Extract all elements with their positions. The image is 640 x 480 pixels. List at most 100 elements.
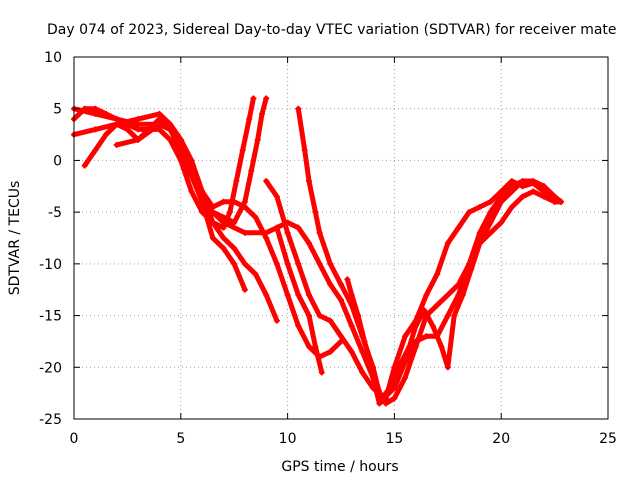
y-tick-label: -15 bbox=[39, 309, 62, 325]
data-point-marker bbox=[429, 322, 436, 329]
data-point-marker bbox=[370, 384, 377, 391]
data-point-marker bbox=[231, 219, 238, 226]
data-point-marker bbox=[487, 229, 494, 236]
data-point-marker bbox=[455, 281, 462, 288]
data-point-marker bbox=[135, 126, 142, 133]
data-point-marker bbox=[378, 395, 385, 402]
data-point-marker bbox=[295, 224, 302, 231]
data-point-marker bbox=[338, 333, 344, 340]
data-point-marker bbox=[188, 188, 195, 195]
data-point-marker bbox=[103, 131, 110, 138]
data-point-marker bbox=[508, 178, 515, 185]
data-point-marker bbox=[434, 271, 441, 278]
data-point-marker bbox=[241, 260, 248, 267]
data-point-marker bbox=[284, 260, 291, 267]
data-point-marker bbox=[395, 364, 402, 371]
data-point-marker bbox=[199, 188, 206, 195]
data-point-marker bbox=[305, 240, 312, 247]
data-point-marker bbox=[124, 126, 131, 133]
data-point-marker bbox=[451, 312, 458, 319]
data-point-marker bbox=[209, 235, 216, 241]
data-point-marker bbox=[508, 203, 515, 210]
data-point-marker bbox=[135, 136, 142, 143]
data-point-marker bbox=[338, 281, 344, 288]
data-point-marker bbox=[348, 291, 355, 298]
y-axis-label: SDTVAR / TECUs bbox=[7, 181, 23, 296]
data-point-marker bbox=[382, 400, 389, 407]
x-axis-label: GPS time / hours bbox=[281, 459, 398, 475]
data-point-marker bbox=[113, 141, 120, 148]
data-point-marker bbox=[273, 260, 280, 267]
data-point-marker bbox=[273, 224, 280, 231]
data-point-marker bbox=[327, 260, 334, 267]
data-point-marker bbox=[113, 121, 120, 128]
data-point-marker bbox=[135, 116, 142, 123]
data-point-marker bbox=[167, 126, 174, 133]
data-point-marker bbox=[92, 126, 99, 133]
data-point-marker bbox=[348, 322, 355, 329]
data-point-marker bbox=[220, 245, 227, 252]
data-point-marker bbox=[338, 297, 344, 304]
data-point-marker bbox=[241, 198, 248, 205]
data-point-marker bbox=[327, 317, 334, 324]
data-point-marker bbox=[344, 276, 351, 283]
data-point-marker bbox=[508, 188, 515, 195]
data-point-marker bbox=[273, 193, 280, 200]
series-track-7 bbox=[263, 178, 564, 401]
data-point-marker bbox=[421, 307, 428, 314]
data-point-marker bbox=[402, 374, 409, 381]
data-point-marker bbox=[391, 395, 398, 402]
data-point-marker bbox=[530, 178, 537, 185]
y-tick-label: -5 bbox=[48, 205, 62, 221]
data-point-marker bbox=[167, 121, 174, 128]
data-point-marker bbox=[387, 384, 394, 391]
data-point-marker bbox=[295, 260, 302, 267]
data-point-marker bbox=[156, 116, 163, 123]
data-point-marker bbox=[231, 245, 238, 252]
data-point-marker bbox=[423, 333, 430, 340]
data-point-marker bbox=[254, 136, 261, 143]
data-point-marker bbox=[226, 209, 233, 216]
x-tick-label: 25 bbox=[599, 431, 617, 447]
data-point-marker bbox=[444, 291, 451, 298]
data-point-marker bbox=[476, 229, 483, 236]
x-tick-label: 15 bbox=[385, 431, 403, 447]
data-point-marker bbox=[540, 193, 547, 200]
data-point-marker bbox=[156, 126, 163, 133]
x-tick-label: 10 bbox=[279, 431, 297, 447]
y-tick-label: -25 bbox=[39, 412, 62, 428]
series-track-3 bbox=[71, 95, 256, 231]
data-point-marker bbox=[284, 229, 291, 236]
data-point-marker bbox=[406, 343, 413, 350]
data-point-marker bbox=[487, 209, 494, 216]
data-point-marker bbox=[312, 343, 319, 350]
data-point-marker bbox=[188, 167, 195, 174]
data-point-marker bbox=[252, 271, 259, 278]
data-point-marker bbox=[220, 224, 227, 231]
grid-layer bbox=[74, 57, 608, 419]
y-tick-label: -10 bbox=[39, 257, 62, 273]
y-tick-label: 0 bbox=[53, 153, 62, 169]
data-point-marker bbox=[295, 105, 302, 112]
data-point-marker bbox=[305, 178, 312, 185]
data-point-marker bbox=[318, 369, 325, 376]
data-point-marker bbox=[231, 198, 238, 205]
data-point-marker bbox=[359, 369, 366, 376]
plot-frame bbox=[73, 56, 609, 420]
data-point-marker bbox=[316, 229, 323, 236]
data-point-marker bbox=[476, 240, 483, 247]
data-point-marker bbox=[438, 343, 445, 350]
data-point-marker bbox=[444, 364, 451, 371]
data-point-marker bbox=[361, 338, 368, 345]
data-point-marker bbox=[468, 266, 475, 273]
data-point-marker bbox=[305, 291, 312, 298]
data-point-marker bbox=[498, 219, 505, 226]
data-point-marker bbox=[459, 291, 466, 298]
data-point-marker bbox=[209, 203, 216, 210]
data-point-marker bbox=[412, 343, 419, 350]
data-point-marker bbox=[177, 141, 184, 148]
series-layer bbox=[71, 95, 565, 407]
data-point-marker bbox=[327, 281, 334, 288]
data-point-marker bbox=[551, 198, 558, 205]
